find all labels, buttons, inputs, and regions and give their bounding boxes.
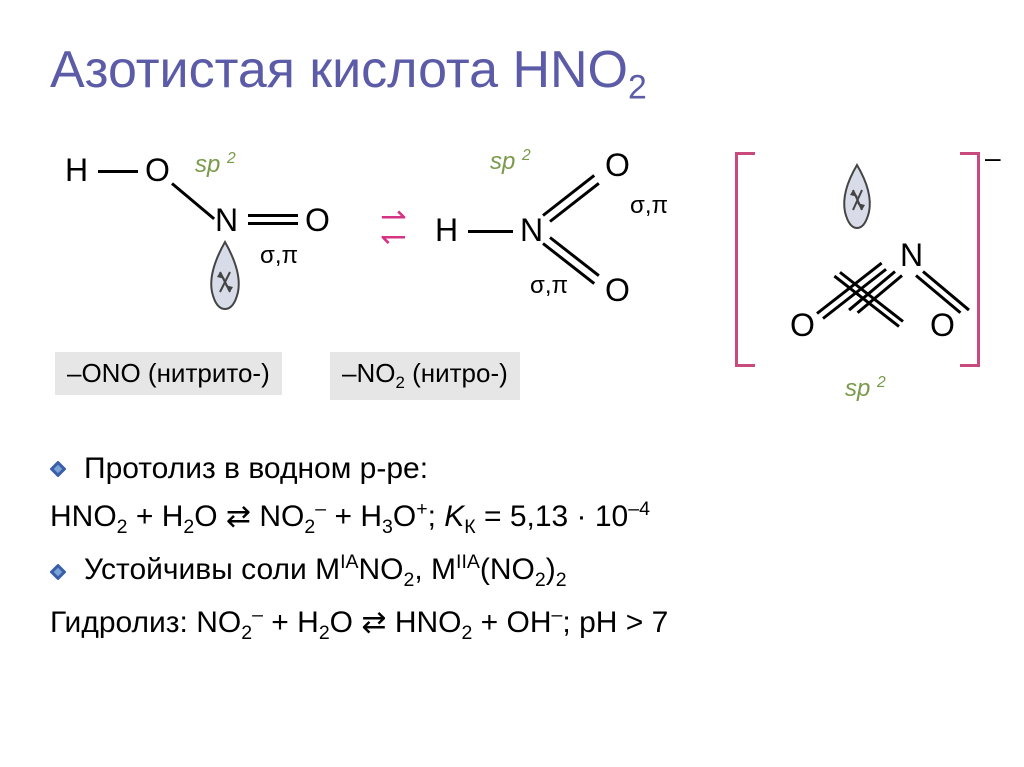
atom-n-2: N [520, 212, 543, 249]
sigma-pi-2b: σ,π [530, 272, 568, 300]
atom-n: N [215, 202, 238, 239]
sigma-pi-1: σ,π [260, 242, 298, 270]
bullet-1: Протолиз в водном р-ре: [50, 452, 974, 486]
content-area: Протолиз в водном р-ре: HNO2 + H2O ⇄ NO2… [50, 452, 974, 645]
atom-o1: O [145, 152, 170, 189]
atom-h-2: H [435, 212, 458, 249]
structures-row: H O N O sp 2 σ,π ⇀↽ sp 2 O H [50, 142, 974, 432]
bullet-2-text: Устойчивы соли MIANO2, MIIA(NO2)2 [84, 551, 567, 592]
equation-1: HNO2 + H2O ⇄ NO2– + H3O+; KК = 5,13 · 10… [50, 498, 974, 539]
bond-n-o2-b [549, 237, 600, 278]
atom-o2-3: O [930, 307, 955, 344]
lone-pair-icon [200, 237, 250, 312]
diamond-icon [50, 461, 66, 477]
atom-n-3: N [900, 237, 923, 274]
bond-o-n [171, 183, 215, 221]
label-nitro: –NO2 (нитро-) [330, 352, 520, 399]
bond-n-o-1 [248, 214, 298, 217]
equation-2: Гидролиз: NO2– + H2O ⇄ HNO2 + OH–; pH > … [50, 604, 974, 645]
structure-nitro: sp 2 O H N O σ,π σ,π [430, 142, 710, 362]
bullet-1-text: Протолиз в водном р-ре: [84, 452, 428, 486]
page-title: Азотистая кислота HNO2 [50, 40, 974, 107]
atom-o1-3: O [790, 307, 815, 344]
atom-o1-2: O [605, 147, 630, 184]
bond-h-o [98, 170, 138, 173]
bond-n-o-2 [248, 222, 298, 225]
bond-n-o1-a [542, 175, 595, 217]
structure-nitrite-ion: – N O O sp 2 [735, 142, 995, 402]
diamond-icon [50, 564, 66, 580]
bracket-right [960, 152, 980, 367]
sp-label-1: sp 2 [195, 150, 236, 179]
lone-pair-icon-2 [835, 160, 880, 232]
label-nitrito: –ONO (нитрито-) [55, 352, 282, 395]
bond-h-n [468, 230, 513, 233]
sp-label-2: sp 2 [490, 147, 531, 176]
structure-nitrito: H O N O sp 2 σ,π [50, 142, 370, 362]
atom-o2: O [305, 202, 330, 239]
sp-label-3: sp 2 [845, 374, 886, 403]
equilibrium-arrows-icon: ⇀↽ [380, 207, 407, 245]
bracket-left [735, 152, 755, 367]
atom-h: H [65, 152, 88, 189]
minus-charge: – [985, 142, 1001, 174]
bullet-2: Устойчивы соли MIANO2, MIIA(NO2)2 [50, 551, 974, 592]
atom-o2-2: O [605, 272, 630, 309]
sigma-pi-2a: σ,π [630, 192, 668, 220]
